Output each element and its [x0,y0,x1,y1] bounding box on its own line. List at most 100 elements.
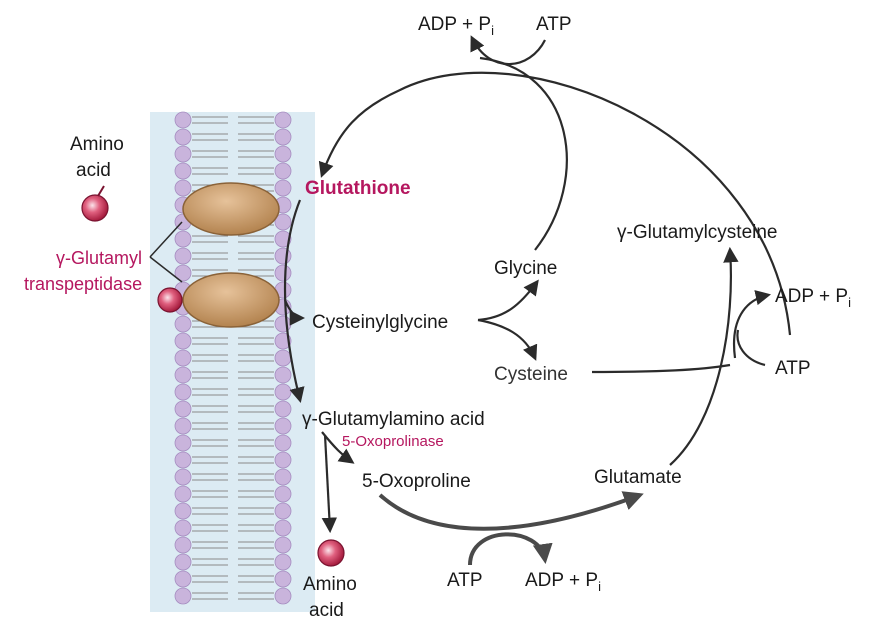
arrow-cysteine-to-synthesis [591,363,731,374]
lipid-head [174,553,192,571]
lipid-head [274,315,292,333]
lipid-head [274,264,292,282]
cofactor-top-adp: ADP + Pi [418,14,494,38]
lipid-tail [192,354,228,362]
lipid-head [174,179,192,197]
lipid-head [174,485,192,503]
lipid-tail [192,150,228,158]
lipid-head [274,553,292,571]
lipid-head [274,400,292,418]
lipid-head [174,587,192,605]
lipid-tail [192,541,228,549]
lipid-head [174,417,192,435]
lipid-head [274,230,292,248]
lipid-head [274,468,292,486]
lipid-tail [238,456,274,464]
transpeptidase-label-1: γ-Glutamyl [56,248,142,268]
oxoproline-label: 5-Oxoproline [362,471,471,492]
arrow-to-glycine [477,279,539,322]
lipid-head [174,128,192,146]
transpeptidase-line-top [149,221,183,258]
arrow-synthesis-to-glutathione [318,71,792,336]
lipid-tail [238,524,274,532]
lipid-tail [238,558,274,566]
arrow-to-cysteinylglycine [283,299,306,326]
amino-acid-top-label-2: acid [76,160,111,181]
cysteine-label: Cysteine [494,364,568,385]
lipid-tail [238,422,274,430]
lipid-head [174,502,192,520]
lipid-tail [192,167,228,175]
lipid-tail [238,388,274,396]
gamma-glutamylamino-acid-label: γ-Glutamylamino acid [302,409,485,430]
amino-acid-bottom-label-2: acid [309,600,344,621]
lipid-head [174,383,192,401]
lipid-tail [238,592,274,600]
lipid-head [174,145,192,163]
lipid-head [174,162,192,180]
lipid-tail [238,490,274,498]
lipid-tail [192,388,228,396]
lipid-tail [238,507,274,515]
gamma-glutamylcysteine-label: γ-Glutamylcysteine [617,222,778,243]
lipid-tail [192,371,228,379]
cofactor-bottom-atp: ATP [447,570,483,591]
glutamate-label: Glutamate [594,467,682,488]
lipid-tail [238,575,274,583]
lipid-tail [238,354,274,362]
transporter-protein-bottom [182,272,280,328]
lipid-head [274,247,292,265]
arrow-right-adp [732,290,772,359]
cofactor-right-adp: ADP + Pi [775,286,851,310]
lipid-head [274,451,292,469]
cofactor-right-atp: ATP [775,358,811,379]
lipid-tail [238,167,274,175]
lipid-head [174,434,192,452]
arrow-glutamate-to-glutamylcysteine [669,246,739,466]
lipid-head [174,315,192,333]
glycine-label: Glycine [494,258,557,279]
lipid-head [274,111,292,129]
lipid-tail [192,524,228,532]
lipid-head [174,247,192,265]
arrow-to-amino-acid [321,434,338,534]
arrow-top-atp-hook [470,35,546,66]
lipid-head [174,536,192,554]
lipid-head [174,451,192,469]
lipid-tail [192,507,228,515]
transporter-protein-top [182,182,280,236]
lipid-tail [192,575,228,583]
cysteinylglycine-label: Cysteinylglycine [312,312,448,333]
lipid-head [274,383,292,401]
cofactor-top-atp: ATP [536,14,572,35]
lipid-tail [238,150,274,158]
lipid-head [174,468,192,486]
lipid-head [274,366,292,384]
lipid-tail [238,252,274,260]
lipid-head [174,264,192,282]
lipid-head [274,434,292,452]
amino-acid-ball-top [81,194,109,222]
arrow-glutathione-to-glutamylamino [283,199,305,403]
arrow-oxoproline-to-glutamate [378,491,644,531]
lipid-tail [192,558,228,566]
lipid-tail [192,337,228,345]
lipid-head [174,332,192,350]
lipid-tail [238,337,274,345]
lipid-tail [192,405,228,413]
arrow-glycine-to-top [479,56,568,251]
lipid-tail [238,133,274,141]
lipid-tail [238,473,274,481]
arrow-right-atp [736,329,766,367]
lipid-head [274,145,292,163]
lipid-tail [192,422,228,430]
lipid-head [174,230,192,248]
lipid-head [274,417,292,435]
lipid-tail [192,252,228,260]
arrow-bottom-atp-hook [468,532,553,566]
amino-acid-ball-membrane [157,287,183,313]
lipid-head [174,349,192,367]
lipid-tail [238,439,274,447]
